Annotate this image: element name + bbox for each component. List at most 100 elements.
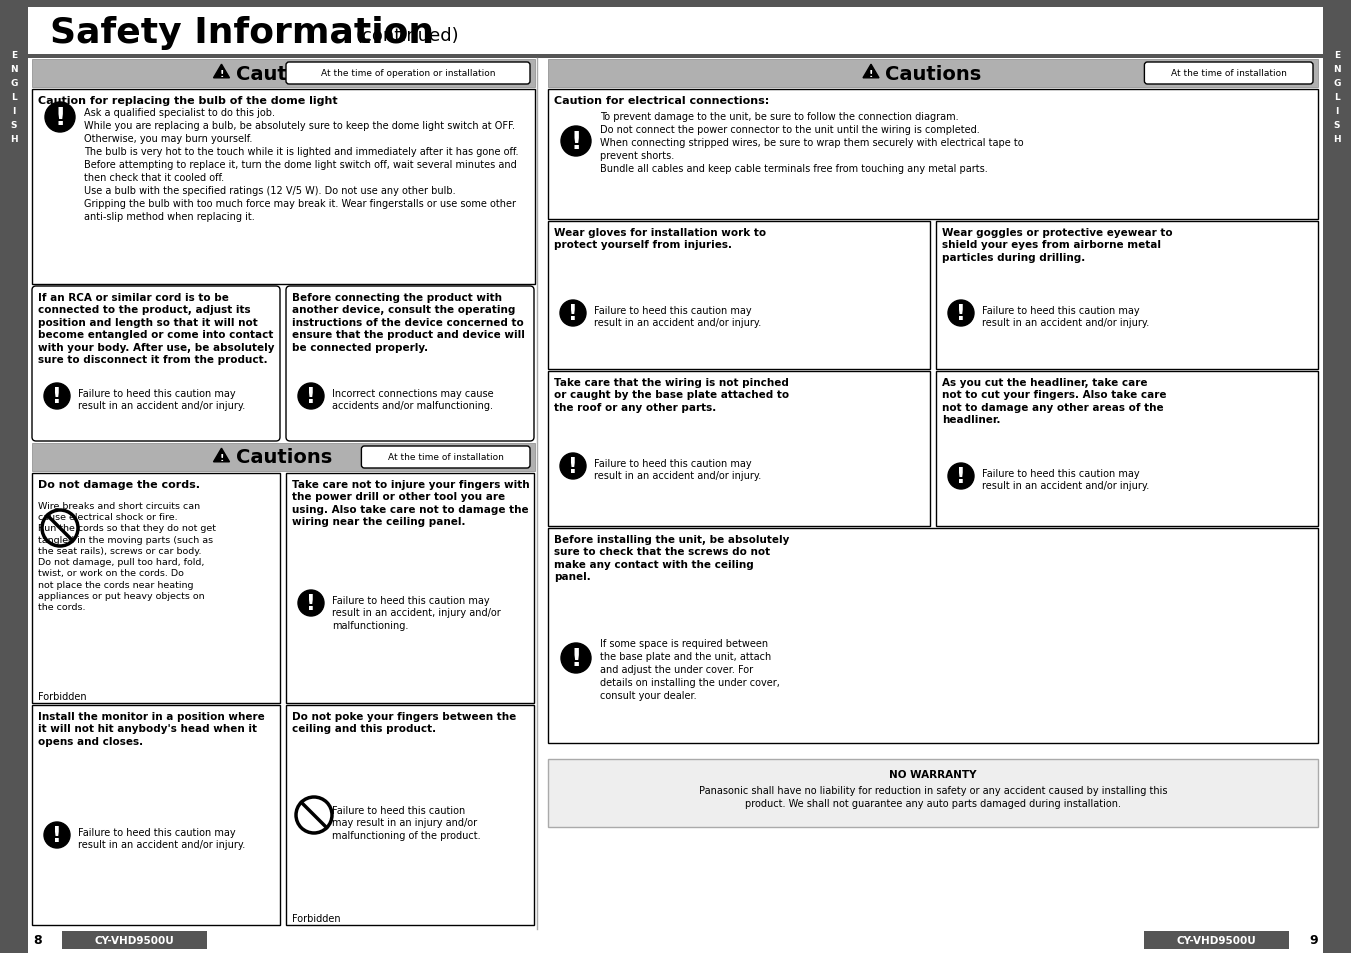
Text: Ask a qualified specialist to do this job.
While you are replacing a bulb, be ab: Ask a qualified specialist to do this jo… (84, 108, 519, 222)
Circle shape (299, 384, 324, 410)
Bar (936, 222, 1319, 370)
FancyBboxPatch shape (362, 447, 530, 469)
Text: At the time of installation: At the time of installation (1171, 70, 1286, 78)
Circle shape (948, 463, 974, 490)
Polygon shape (863, 65, 880, 79)
Text: Panasonic shall have no liability for reduction in safety or any accident caused: Panasonic shall have no liability for re… (698, 785, 1167, 808)
Text: Incorrect connections may cause
accidents and/or malfunctioning.: Incorrect connections may cause accident… (332, 389, 493, 411)
FancyBboxPatch shape (32, 287, 280, 441)
Bar (936, 372, 1319, 526)
Text: Wear gloves for installation work to
protect yourself from injuries.: Wear gloves for installation work to pro… (554, 228, 766, 250)
Text: L: L (11, 92, 16, 101)
Bar (549, 222, 929, 370)
Bar (549, 529, 1319, 743)
Bar (286, 474, 534, 703)
Bar (62, 931, 207, 949)
Text: S: S (11, 120, 18, 130)
Text: Caution for electrical connections:: Caution for electrical connections: (554, 96, 769, 106)
FancyBboxPatch shape (1144, 63, 1313, 85)
Text: Do not damage the cords.: Do not damage the cords. (38, 479, 200, 490)
Circle shape (561, 127, 590, 157)
Text: Do not poke your fingers between the
ceiling and this product.: Do not poke your fingers between the cei… (292, 711, 516, 734)
Text: If an RCA or similar cord is to be
connected to the product, adjust its
position: If an RCA or similar cord is to be conne… (38, 293, 274, 365)
Text: G: G (1333, 78, 1340, 88)
Bar (549, 90, 1319, 220)
Text: Cautions: Cautions (235, 65, 332, 84)
Bar (32, 60, 535, 88)
Circle shape (45, 822, 70, 848)
Circle shape (561, 301, 586, 327)
Bar (1323, 0, 1351, 953)
Bar (32, 90, 535, 285)
Text: !: ! (307, 387, 316, 407)
Text: !: ! (570, 646, 582, 670)
Text: 9: 9 (1309, 934, 1319, 946)
Text: 8: 8 (32, 934, 42, 946)
Bar (32, 705, 280, 925)
Text: !: ! (569, 304, 578, 324)
Text: !: ! (307, 594, 316, 614)
Circle shape (45, 103, 76, 132)
Text: CY-VHD9500U: CY-VHD9500U (1177, 935, 1256, 945)
Text: N: N (1333, 65, 1340, 73)
Text: I: I (12, 107, 16, 115)
Text: Failure to heed this caution may
result in an accident and/or injury.: Failure to heed this caution may result … (982, 306, 1150, 328)
Text: N: N (11, 65, 18, 73)
Text: !: ! (54, 106, 66, 130)
Text: (continued): (continued) (355, 27, 458, 45)
Bar (28, 55, 1323, 59)
Text: S: S (1333, 120, 1340, 130)
Text: Failure to heed this caution may
result in an accident, injury and/or
malfunctio: Failure to heed this caution may result … (332, 596, 501, 630)
Bar (28, 8, 1323, 58)
Text: !: ! (957, 304, 966, 324)
Text: !: ! (957, 467, 966, 486)
Polygon shape (213, 449, 230, 462)
Text: Safety Information: Safety Information (50, 16, 434, 50)
Bar (549, 760, 1319, 827)
Text: I: I (1335, 107, 1339, 115)
Bar (1293, 931, 1323, 949)
Bar (0, 0, 28, 953)
Text: !: ! (53, 825, 62, 845)
Circle shape (561, 454, 586, 479)
Circle shape (299, 590, 324, 617)
Bar (32, 443, 535, 472)
Bar (549, 60, 1319, 88)
Text: !: ! (570, 130, 582, 153)
Text: L: L (1335, 92, 1340, 101)
Text: G: G (11, 78, 18, 88)
Text: Forbidden: Forbidden (292, 913, 340, 923)
Text: Failure to heed this caution may
result in an accident and/or injury.: Failure to heed this caution may result … (594, 306, 761, 328)
Text: Failure to heed this caution may
result in an accident and/or injury.: Failure to heed this caution may result … (78, 827, 246, 849)
Circle shape (948, 301, 974, 327)
Text: Failure to heed this caution may
result in an accident and/or injury.: Failure to heed this caution may result … (594, 458, 761, 481)
Text: If some space is required between
the base plate and the unit, attach
and adjust: If some space is required between the ba… (600, 639, 780, 700)
Text: Before connecting the product with
another device, consult the operating
instruc: Before connecting the product with anoth… (292, 293, 526, 353)
Text: Cautions: Cautions (885, 65, 981, 84)
Text: !: ! (219, 454, 224, 462)
Bar (32, 474, 280, 703)
Text: E: E (1333, 51, 1340, 59)
Text: Failure to heed this caution may
result in an accident and/or injury.: Failure to heed this caution may result … (78, 389, 246, 411)
Text: !: ! (569, 456, 578, 476)
Text: To prevent damage to the unit, be sure to follow the connection diagram.
Do not : To prevent damage to the unit, be sure t… (600, 112, 1024, 174)
Text: Failure to heed this caution
may result in an injury and/or
malfunctioning of th: Failure to heed this caution may result … (332, 805, 481, 840)
FancyBboxPatch shape (286, 63, 530, 85)
Polygon shape (213, 65, 230, 79)
Text: As you cut the headliner, take care
not to cut your fingers. Also take care
not : As you cut the headliner, take care not … (942, 377, 1166, 425)
Text: NO WARRANTY: NO WARRANTY (889, 769, 977, 780)
Text: At the time of operation or installation: At the time of operation or installation (320, 70, 496, 78)
Bar (549, 372, 929, 526)
Text: H: H (11, 134, 18, 143)
Text: Wire breaks and short circuits can
cause electrical shock or fire.
Run the cords: Wire breaks and short circuits can cause… (38, 501, 216, 612)
Bar (1144, 931, 1289, 949)
Text: !: ! (219, 70, 224, 79)
Bar (28, 0, 1323, 8)
Bar (286, 705, 534, 925)
Text: Install the monitor in a position where
it will not hit anybody's head when it
o: Install the monitor in a position where … (38, 711, 265, 746)
Text: Take care not to injure your fingers with
the power drill or other tool you are
: Take care not to injure your fingers wit… (292, 479, 530, 527)
Text: Failure to heed this caution may
result in an accident and/or injury.: Failure to heed this caution may result … (982, 469, 1150, 491)
Text: Forbidden: Forbidden (38, 691, 86, 701)
Bar (28, 931, 58, 949)
Circle shape (45, 384, 70, 410)
